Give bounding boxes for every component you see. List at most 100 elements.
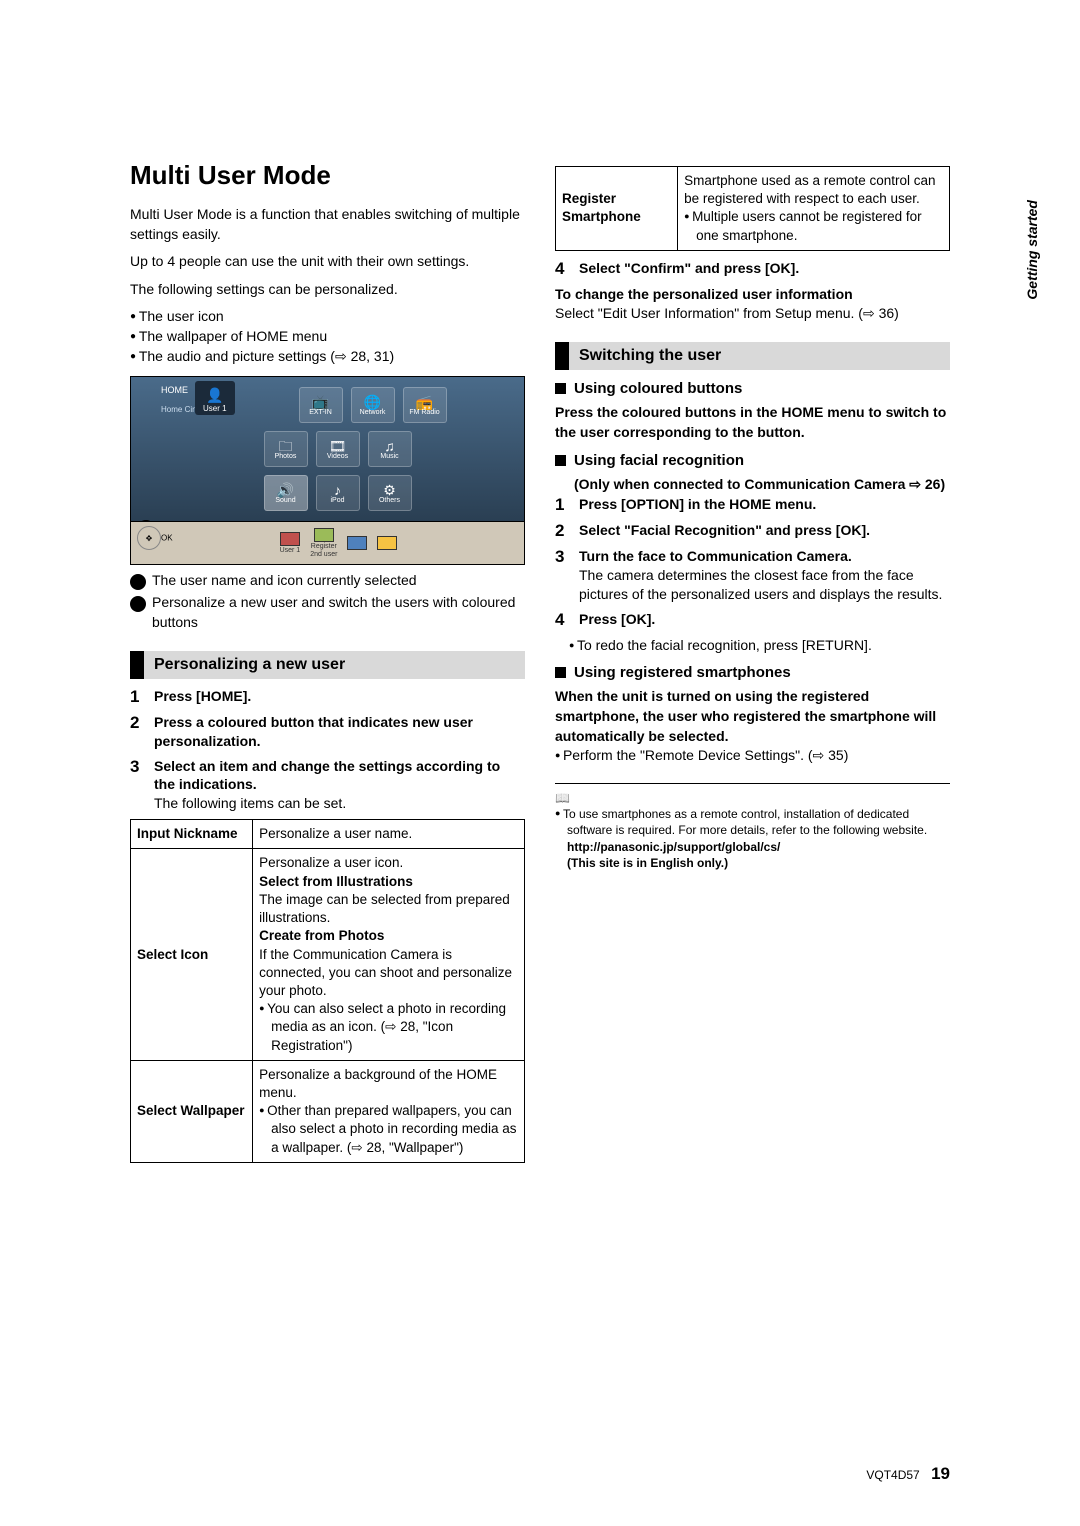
home-label: HOME: [161, 385, 188, 395]
table-key: Select Wallpaper: [131, 1060, 253, 1162]
step-num: 2: [555, 521, 569, 541]
home-icon-photos: 🗀Photos: [264, 431, 308, 467]
step-text: Select "Facial Recognition" and press [O…: [579, 521, 950, 541]
icon-label: EXT-IN: [309, 409, 332, 416]
icon-label: Network: [360, 409, 386, 416]
table-key: Select Icon: [131, 849, 253, 1060]
footnote-line2: (This site is in English only.): [555, 855, 950, 871]
step-num: 4: [555, 259, 569, 279]
icon-label: FM Radio: [409, 409, 439, 416]
footnote-separator: [555, 783, 950, 784]
right-column: Register Smartphone Smartphone used as a…: [555, 160, 950, 1163]
using-facial-heading: Using facial recognition: [555, 450, 950, 471]
sub-text: Using coloured buttons: [574, 380, 742, 397]
icon-label: iPod: [330, 497, 344, 504]
step-text-plain: The following items can be set.: [154, 795, 346, 811]
slot-label: Register: [311, 543, 337, 550]
user-slot-2: Register2nd user: [310, 528, 337, 558]
facial-step-4-bullet: To redo the facial recognition, press [R…: [555, 636, 950, 655]
intro-bullet: The audio and picture settings (⇨ 28, 31…: [130, 347, 525, 367]
slot-label2: 2nd user: [310, 551, 337, 558]
personalizing-heading: Personalizing a new user: [130, 651, 525, 679]
table-row: Register Smartphone Smartphone used as a…: [556, 167, 950, 251]
user-tab: 👤User 1: [195, 381, 235, 415]
home-icon-sound: 🔊Sound: [264, 475, 308, 511]
home-icon-extin: 📺EXT-IN: [299, 387, 343, 423]
step-text-bold: Select an item and change the settings a…: [154, 758, 500, 793]
callout-a-desc: AThe user name and icon currently select…: [130, 571, 525, 591]
side-section-title: Getting started: [1024, 200, 1040, 300]
user-tab-label: User 1: [203, 404, 227, 413]
callout-b-text: Personalize a new user and switch the us…: [152, 594, 515, 630]
table-key: Register Smartphone: [556, 167, 678, 251]
home-icon-others: ⚙Others: [368, 475, 412, 511]
facial-step-1: 1Press [OPTION] in the HOME menu.: [555, 495, 950, 515]
step-text: Press [HOME].: [154, 687, 525, 707]
step-num: 4: [555, 610, 569, 630]
step-1: 1 Press [HOME].: [130, 687, 525, 707]
switching-heading: Switching the user: [555, 342, 950, 370]
table-row: Select Icon Personalize a user icon.Sele…: [131, 849, 525, 1060]
change-info-text: Select "Edit User Information" from Setu…: [555, 304, 950, 324]
icon-label: Sound: [275, 497, 295, 504]
ok-badge: ✥OK: [137, 526, 173, 550]
step-3: 3Select an item and change the settings …: [130, 757, 525, 814]
step-num: 2: [130, 713, 144, 751]
intro-p1: Multi User Mode is a function that enabl…: [130, 205, 525, 244]
reg-bullet: Multiple users cannot be registered for …: [684, 208, 943, 244]
user-slot-3: [347, 536, 367, 550]
table-val: Personalize a user icon.Select from Illu…: [253, 849, 525, 1060]
smartphones-bullet: Perform the "Remote Device Settings". (⇨…: [555, 746, 950, 765]
reg-line1: Smartphone used as a remote control can …: [684, 173, 935, 206]
home-menu-diagram: A HOME Home Cinema 👤User 1 📺EXT-IN 🌐Netw…: [130, 376, 525, 565]
callout-a-text: The user name and icon currently selecte…: [152, 572, 417, 588]
facial-step-3: 3Turn the face to Communication Camera.T…: [555, 547, 950, 604]
table-val: Personalize a background of the HOME men…: [253, 1060, 525, 1162]
callout-b-desc: BPersonalize a new user and switch the u…: [130, 593, 525, 633]
intro-p2: Up to 4 people can use the unit with the…: [130, 252, 525, 272]
slot-label: User 1: [280, 547, 301, 554]
footnote-icon: [555, 790, 950, 806]
page-footer: VQT4D57 19: [130, 1464, 950, 1484]
using-smartphones-heading: Using registered smartphones: [555, 662, 950, 683]
facial-sub-text: Only when connected to Communication Cam…: [579, 476, 945, 492]
step-num: 1: [130, 687, 144, 707]
table-row: Input Nickname Personalize a user name.: [131, 820, 525, 849]
facial-sub: (Only when connected to Communication Ca…: [555, 475, 950, 495]
facial-step-2: 2 Select "Facial Recognition" and press […: [555, 521, 950, 541]
home-icon-ipod: ♪iPod: [316, 475, 360, 511]
intro-p3: The following settings can be personaliz…: [130, 280, 525, 300]
page-columns: Multi User Mode Multi User Mode is a fun…: [130, 160, 950, 1163]
user-slot-4: [377, 536, 397, 550]
table-val: Personalize a user name.: [253, 820, 525, 849]
user-slot-1: User 1: [280, 532, 301, 554]
step-text-plain: The camera determines the closest face f…: [579, 567, 942, 602]
intro-bullet: The wallpaper of HOME menu: [130, 327, 525, 347]
home-icon-fmradio: 📻FM Radio: [403, 387, 447, 423]
icon-label: Videos: [327, 453, 348, 460]
sub-text: Using registered smartphones: [574, 664, 791, 681]
home-top-area: HOME Home Cinema 👤User 1 📺EXT-IN 🌐Networ…: [131, 377, 524, 521]
intro-bullets: The user icon The wallpaper of HOME menu…: [130, 307, 525, 366]
step-4: 4Select "Confirm" and press [OK].: [555, 259, 950, 279]
icon-label: Others: [379, 497, 400, 504]
home-bottom-bar: ✥OK User 1 Register2nd user: [131, 521, 524, 564]
home-icon-network: 🌐Network: [351, 387, 395, 423]
table-val: Smartphone used as a remote control can …: [678, 167, 950, 251]
register-smartphone-table: Register Smartphone Smartphone used as a…: [555, 166, 950, 251]
home-icon-music: ♫Music: [368, 431, 412, 467]
intro-bullet: The user icon: [130, 307, 525, 327]
step-num: 3: [555, 547, 569, 604]
smartphones-bold: When the unit is turned on using the reg…: [555, 687, 950, 746]
settings-table: Input Nickname Personalize a user name. …: [130, 819, 525, 1163]
page-number: 19: [931, 1464, 950, 1483]
coloured-text: Press the coloured buttons in the HOME m…: [555, 403, 950, 442]
table-row: Select Wallpaper Personalize a backgroun…: [131, 1060, 525, 1162]
left-column: Multi User Mode Multi User Mode is a fun…: [130, 160, 525, 1163]
icon-label: Photos: [275, 453, 297, 460]
step-text: Press [OPTION] in the HOME menu.: [579, 495, 950, 515]
doc-code: VQT4D57: [866, 1468, 919, 1482]
ok-label: OK: [161, 534, 173, 543]
icon-label: Music: [380, 453, 398, 460]
step-text: Press a coloured button that indicates n…: [154, 713, 525, 751]
